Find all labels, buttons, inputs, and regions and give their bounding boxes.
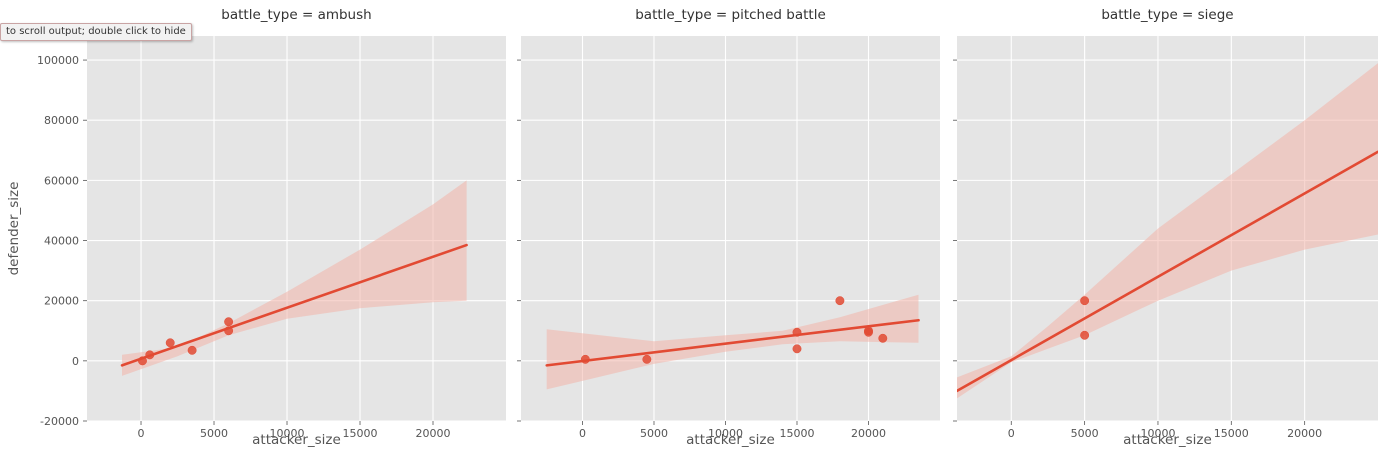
data-point: [642, 354, 652, 364]
y-tick-label: 0: [72, 355, 79, 368]
x-tick-label: 20000: [1287, 427, 1322, 440]
x-tick-label: 0: [138, 427, 145, 440]
output-scroll-tooltip[interactable]: to scroll output; double click to hide: [0, 23, 192, 41]
data-point: [864, 327, 873, 337]
x-axis-label: attacker_size: [252, 432, 341, 448]
x-tick-label: 10000: [270, 427, 305, 440]
plot-area: [957, 63, 1378, 399]
x-tick-label: 20000: [416, 427, 451, 440]
facet-panel-2: battle_type = pitched battle 0 5000 10000 15…: [517, 7, 940, 448]
facet-panel-1: battle_type = ambush 0 5000 10000 15000 20000…: [6, 7, 506, 448]
confidence-band: [122, 180, 467, 376]
confidence-band: [957, 63, 1378, 399]
plot-area: [120, 180, 468, 376]
x-tick-label: 15000: [343, 427, 378, 440]
plot-area: [545, 294, 920, 390]
y-tick-label: 20000: [44, 295, 79, 308]
x-tick-label: 10000: [708, 427, 743, 440]
data-point: [878, 333, 888, 343]
data-point: [792, 344, 802, 354]
data-point: [145, 350, 155, 360]
y-tick-label: -20000: [40, 415, 79, 428]
data-point: [224, 326, 234, 336]
data-point: [224, 317, 234, 327]
data-point: [792, 327, 802, 337]
data-point: [580, 354, 590, 364]
x-tick-label: 20000: [851, 427, 886, 440]
x-tick-label: 10000: [1140, 427, 1175, 440]
x-tick-label: 5000: [1071, 427, 1099, 440]
data-point: [165, 338, 175, 348]
x-tick-label: 0: [1008, 427, 1015, 440]
panel-title: battle_type = ambush: [221, 7, 371, 23]
x-axis-label: attacker_size: [686, 432, 775, 448]
x-tick-label: 5000: [640, 427, 668, 440]
regression-line: [120, 243, 468, 367]
y-tick-label: 40000: [44, 235, 79, 248]
y-tick-label: 100000: [37, 54, 79, 67]
facet-panel-3: battle_type = siege 0 5000 10000 15000 20000 a…: [953, 7, 1378, 448]
x-tick-label: 0: [579, 427, 586, 440]
y-tick-label: 60000: [44, 174, 79, 187]
data-point: [187, 345, 197, 355]
y-axis-label: defender_size: [6, 182, 22, 276]
regression-line: [957, 150, 1378, 393]
x-tick-label: 5000: [200, 427, 228, 440]
data-point: [835, 296, 845, 306]
regression-line: [545, 318, 920, 367]
panel-title: battle_type = pitched battle: [635, 7, 826, 23]
panel-title: battle_type = siege: [1101, 7, 1233, 23]
x-tick-label: 15000: [1214, 427, 1249, 440]
y-tick-label: 80000: [44, 114, 79, 127]
data-point: [138, 356, 147, 366]
data-point: [1080, 330, 1090, 340]
x-axis-label: attacker_size: [1123, 432, 1212, 448]
data-point: [1080, 296, 1090, 306]
x-tick-label: 15000: [779, 427, 814, 440]
